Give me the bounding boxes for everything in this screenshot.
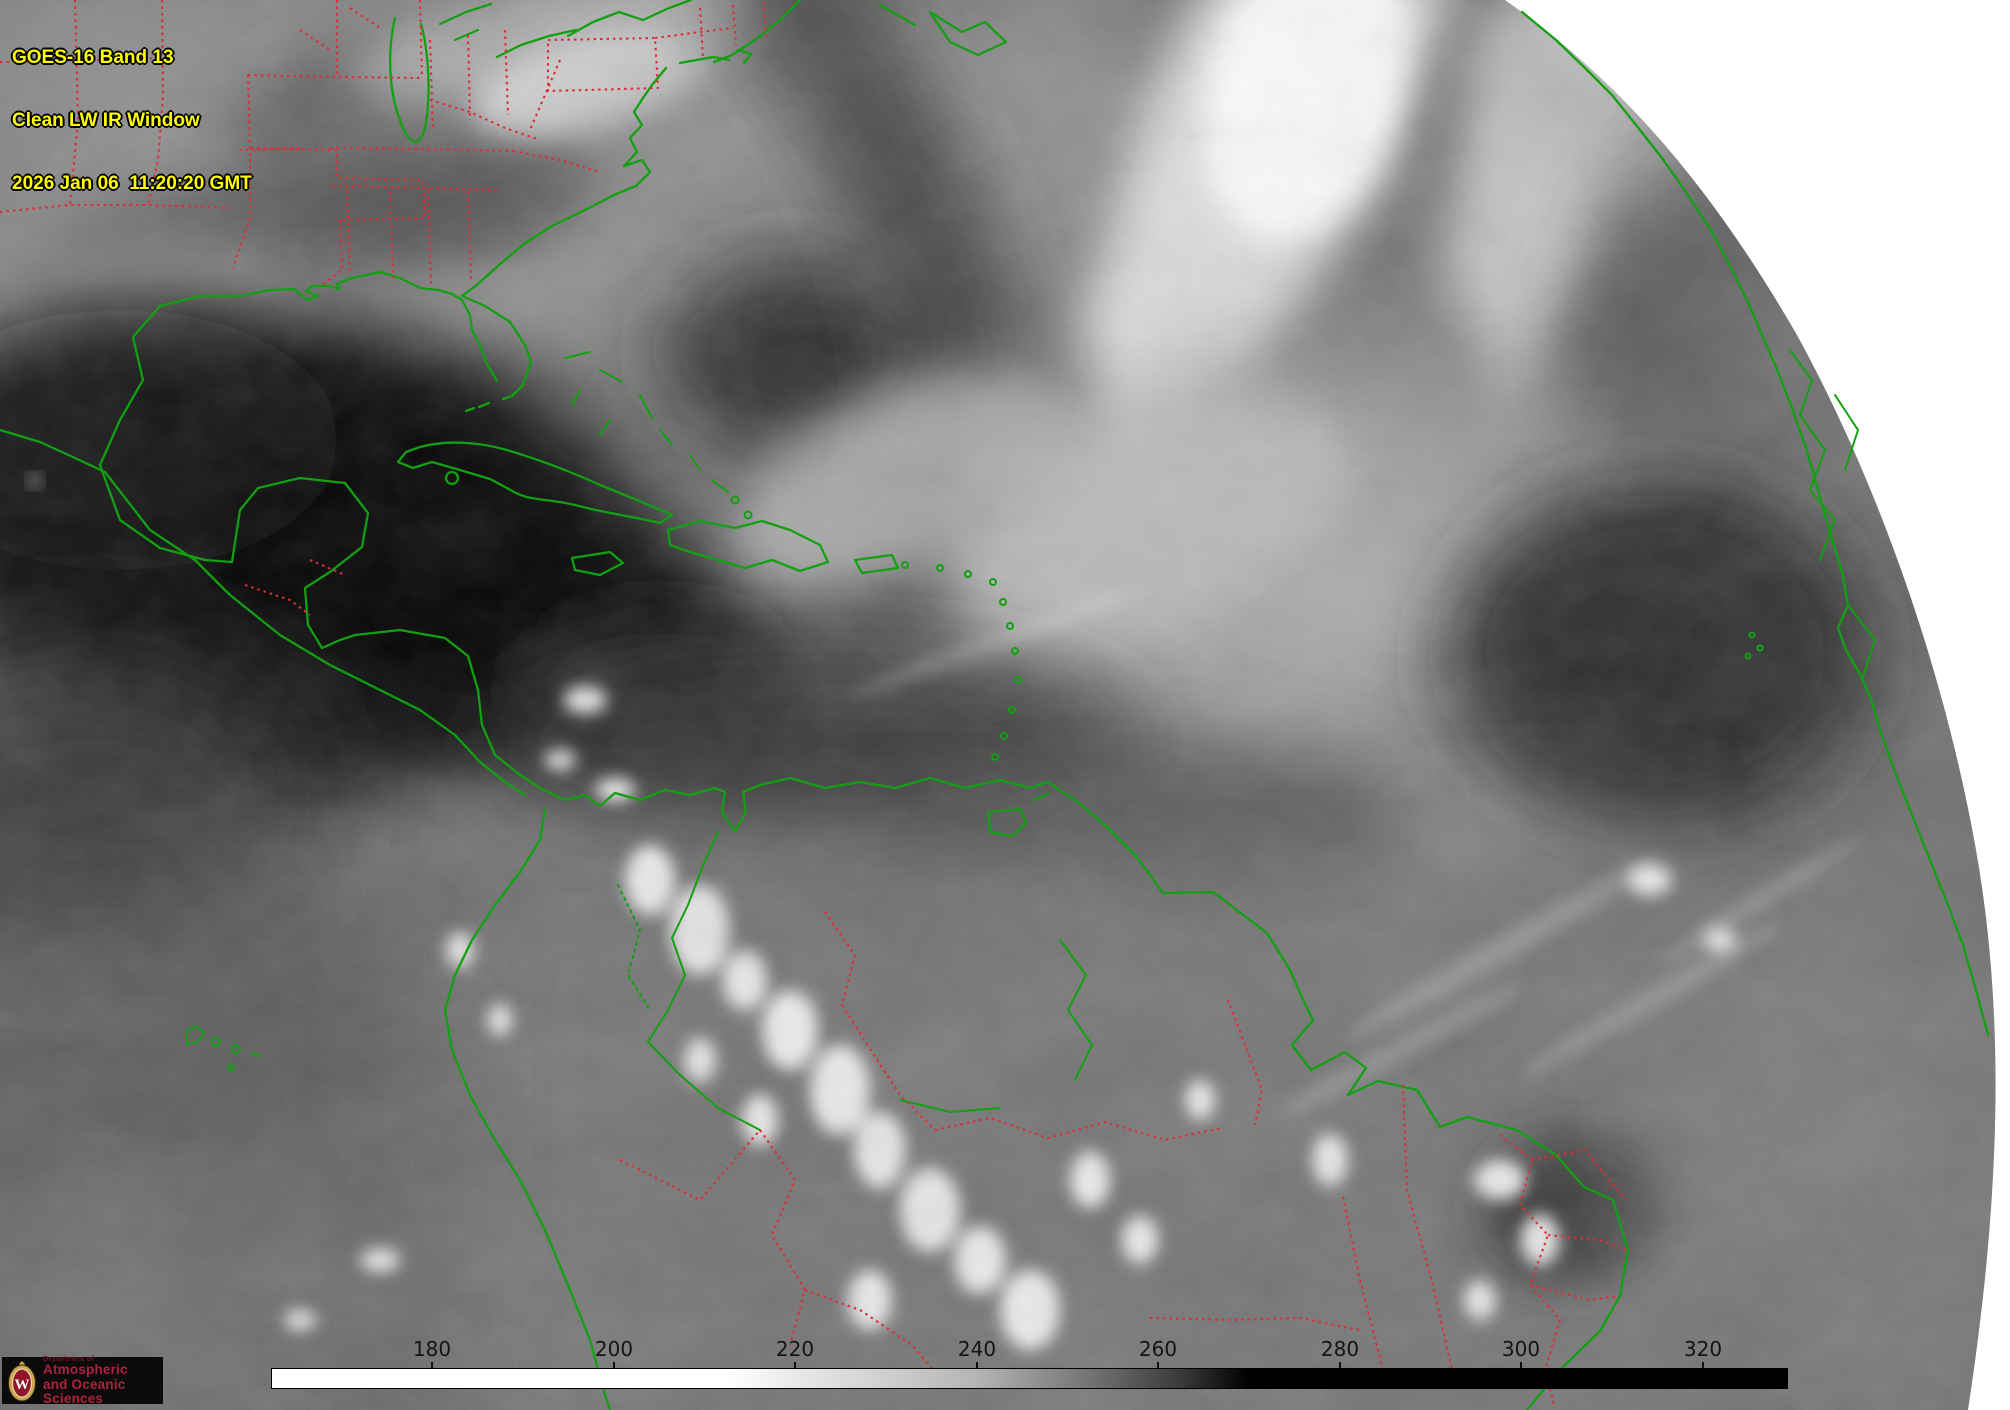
title-line-satellite-band: GOES-16 Band 13 (12, 47, 174, 68)
colorbar-tick-label: 280 (1320, 1337, 1360, 1361)
colorbar-tick-mark (1157, 1362, 1159, 1368)
trinidad-coast (986, 792, 1050, 838)
pacific-coast (0, 428, 527, 797)
colorbar-tick-mark (1702, 1362, 1704, 1368)
colorbar-tick-mark (976, 1362, 978, 1368)
logo-name-line2: and Oceanic Sciences (43, 1376, 126, 1407)
cape-verde-islands (1744, 631, 1764, 660)
south-america-north-coast (688, 776, 1630, 1410)
colorbar-tick-mark (1339, 1362, 1341, 1368)
colorbar-tick-mark (794, 1362, 796, 1368)
lake-michigan-coast (389, 16, 430, 143)
colorbar-tick-label: 320 (1683, 1337, 1723, 1361)
earth-limb (1505, 0, 2010, 1410)
colorbar-tick-label: 220 (775, 1337, 815, 1361)
colorbar-gradient-bar (271, 1368, 1788, 1389)
uw-crest-icon: W (8, 1360, 36, 1401)
africa-coast (1520, 10, 1990, 1037)
lake-ontario-coast (566, 0, 693, 38)
gulf-coast (98, 270, 382, 564)
green-borders (617, 831, 1093, 1131)
florida-coast (378, 270, 533, 401)
colorbar-tick-label: 240 (957, 1337, 997, 1361)
colorbar-tick-label: 300 (1501, 1337, 1541, 1361)
logo-text: Department of Atmospheric and Oceanic Sc… (43, 1354, 163, 1407)
jamaica-coast (570, 550, 625, 577)
logo-name-line1: Atmospheric (43, 1362, 128, 1378)
political-borders (0, 0, 1627, 1409)
colorbar-tick-label: 200 (594, 1337, 634, 1361)
colorbar-tick-mark (431, 1362, 433, 1368)
product-title: GOES-16 Band 13 Clean LW IR Window 2026 … (12, 5, 252, 215)
colorbar-tick-mark (1520, 1362, 1522, 1368)
hispaniola-coast (666, 519, 830, 573)
galapagos-islands (185, 1025, 262, 1072)
colorbar-tick-label: 180 (412, 1337, 452, 1361)
colorbar-tick-mark (613, 1362, 615, 1368)
colorbar: 180 200 220 240 260 280 300 320 (271, 1338, 1788, 1390)
title-line-timestamp: 2026 Jan 06 11:20:20 GMT (12, 173, 252, 194)
logo-dept-line: Department of (43, 1354, 94, 1364)
nova-scotia-coast (878, 3, 1008, 57)
lake-erie-coast (495, 28, 578, 59)
title-line-product: Clean LW IR Window (12, 110, 200, 131)
south-america-pacific-coast (443, 808, 612, 1410)
bahamas (564, 351, 753, 520)
yucatan-coast (230, 476, 692, 808)
aos-logo: W Department of Atmospheric and Oceanic … (2, 1354, 163, 1407)
puerto-rico-coast (853, 553, 900, 575)
colorbar-tick-label: 260 (1138, 1337, 1178, 1361)
svg-text:W: W (15, 1377, 30, 1393)
cuba-coast (396, 441, 674, 525)
lesser-antilles (901, 561, 1022, 761)
us-east-coast (460, 0, 802, 298)
africa-borders (1789, 349, 1876, 681)
